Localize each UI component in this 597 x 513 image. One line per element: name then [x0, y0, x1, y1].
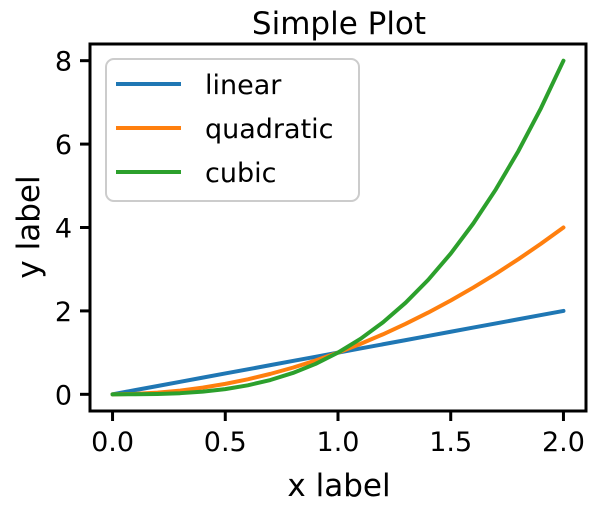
legend-label-linear: linear: [205, 70, 282, 101]
y-tick-label: 2: [55, 297, 72, 328]
ticks-layer: 0.0 0.5 1.0 1.5 2.0 0 2 4 6 8: [55, 47, 585, 458]
y-tick-label: 6: [55, 130, 72, 161]
legend-box: [105, 58, 360, 202]
legend-label-cubic: cubic: [205, 158, 276, 189]
y-tick-label: 8: [55, 47, 72, 78]
y-tick-label: 4: [55, 214, 72, 245]
x-tick-label: 0.0: [91, 427, 134, 458]
chart-title: Simple Plot: [252, 6, 426, 42]
y-axis-label: y label: [11, 175, 47, 278]
x-tick-label: 1.5: [429, 427, 472, 458]
y-tick-label: 0: [55, 380, 72, 411]
series-layer: [110, 58, 566, 397]
axes-frame: [88, 42, 588, 413]
x-tick-label: 2.0: [542, 427, 585, 458]
legend: linear quadratic cubic: [105, 58, 360, 202]
x-axis-label: x label: [287, 468, 390, 504]
x-tick-label: 1.0: [317, 427, 360, 458]
legend-label-quadratic: quadratic: [205, 114, 334, 145]
series-line-cubic: [110, 58, 566, 397]
x-tick-label: 0.5: [204, 427, 247, 458]
